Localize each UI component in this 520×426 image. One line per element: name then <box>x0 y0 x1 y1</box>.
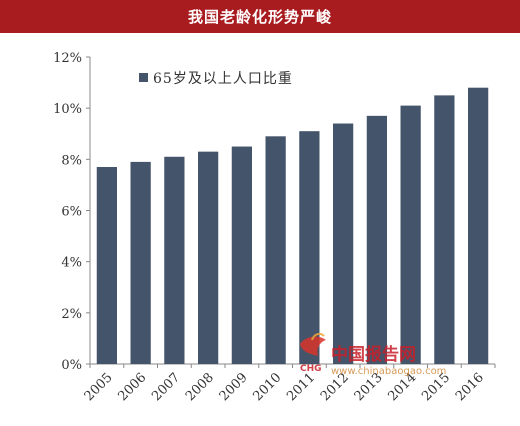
x-tick-label: 2010 <box>250 370 284 404</box>
bar-2010 <box>265 136 286 364</box>
bar-series <box>96 87 489 365</box>
y-tick-labels: 0% 2% 4% 6% 8% 10% 12% <box>53 51 90 373</box>
x-tick-label: 2007 <box>149 370 183 404</box>
x-tick-label: 2006 <box>115 370 149 404</box>
chart-title: 我国老龄化形势严峻 <box>0 0 520 33</box>
y-tick-label: 0% <box>61 358 82 373</box>
bar-2011 <box>299 131 320 364</box>
bar-2007 <box>164 156 185 364</box>
watermark-logo: CHG <box>300 332 326 374</box>
y-tick-label: 10% <box>53 102 82 117</box>
bar-2015 <box>434 95 455 364</box>
legend-label: 65岁及以上人口比重 <box>153 71 293 87</box>
legend: 65岁及以上人口比重 <box>139 71 293 87</box>
watermark-brand: 中国报告网 <box>331 344 416 365</box>
bar-2016 <box>468 87 489 364</box>
bar-2006 <box>130 161 151 364</box>
y-tick-label: 12% <box>53 51 82 66</box>
y-tick-label: 6% <box>61 205 82 220</box>
watermark-logo-text: CHG <box>300 364 322 374</box>
watermark-url: www.chinabaogao.com <box>331 366 446 377</box>
y-tick-label: 4% <box>61 256 82 271</box>
x-tick-label: 2016 <box>453 370 487 404</box>
x-tick-label: 2005 <box>82 370 116 404</box>
y-tick-label: 2% <box>61 307 82 322</box>
y-tick-label: 8% <box>61 153 82 168</box>
watermark: CHG 中国报告网 www.chinabaogao.com <box>300 332 446 377</box>
bar-2012 <box>333 123 354 365</box>
bar-2014 <box>400 105 421 364</box>
legend-swatch <box>139 73 148 82</box>
x-tick-label: 2008 <box>183 370 217 404</box>
x-tick-label: 2011 <box>284 370 318 404</box>
bar-2008 <box>198 151 219 364</box>
bar-2005 <box>96 167 117 364</box>
bar-2013 <box>366 115 387 364</box>
x-tick-label: 2009 <box>217 370 251 404</box>
bar-2009 <box>231 146 252 364</box>
